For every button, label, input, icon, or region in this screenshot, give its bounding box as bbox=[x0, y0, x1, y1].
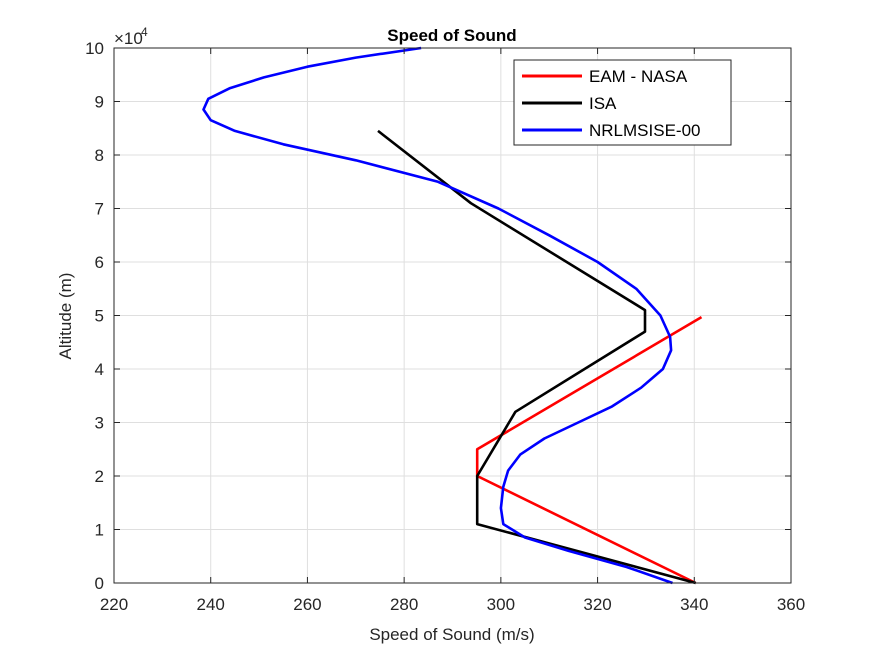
x-tick-label: 260 bbox=[293, 595, 321, 614]
x-tick-label: 240 bbox=[197, 595, 225, 614]
y-exponent-power: 4 bbox=[141, 25, 148, 39]
legend: EAM - NASA ISA NRLMSISE-00 bbox=[513, 59, 732, 146]
x-tick-label: 220 bbox=[100, 595, 128, 614]
legend-label-nrlmsise: NRLMSISE-00 bbox=[589, 121, 700, 140]
y-tick-label: 7 bbox=[95, 200, 104, 219]
ticks bbox=[113, 47, 792, 584]
y-tick-label: 3 bbox=[95, 414, 104, 433]
y-axis-label: Altitude (m) bbox=[56, 273, 75, 360]
grid bbox=[114, 48, 791, 583]
y-exponent-base: ×10 bbox=[114, 29, 143, 48]
x-tick-label: 300 bbox=[487, 595, 515, 614]
x-tick-label: 360 bbox=[777, 595, 805, 614]
x-axis-label: Speed of Sound (m/s) bbox=[369, 625, 534, 644]
y-tick-label: 8 bbox=[95, 146, 104, 165]
y-tick-label: 4 bbox=[95, 360, 104, 379]
chart-title: Speed of Sound bbox=[387, 26, 516, 45]
tick-labels: 220 240 260 280 300 320 340 360 0 1 2 3 4 5 6 7 8 9 10 bbox=[85, 39, 805, 614]
series-group bbox=[202, 46, 703, 585]
legend-label-eam: EAM - NASA bbox=[589, 67, 688, 86]
x-tick-label: 340 bbox=[680, 595, 708, 614]
y-tick-label: 10 bbox=[85, 39, 104, 58]
x-tick-label: 320 bbox=[583, 595, 611, 614]
legend-label-isa: ISA bbox=[589, 94, 617, 113]
y-tick-label: 0 bbox=[95, 574, 104, 593]
y-tick-label: 6 bbox=[95, 253, 104, 272]
y-tick-label: 2 bbox=[95, 467, 104, 486]
y-tick-label: 9 bbox=[95, 93, 104, 112]
series-line-nrlmsise bbox=[202, 46, 673, 585]
y-tick-label: 1 bbox=[95, 521, 104, 540]
x-tick-label: 280 bbox=[390, 595, 418, 614]
y-tick-label: 5 bbox=[95, 307, 104, 326]
series-line-isa bbox=[377, 129, 697, 585]
series-line-eam-nasa bbox=[475, 315, 703, 585]
